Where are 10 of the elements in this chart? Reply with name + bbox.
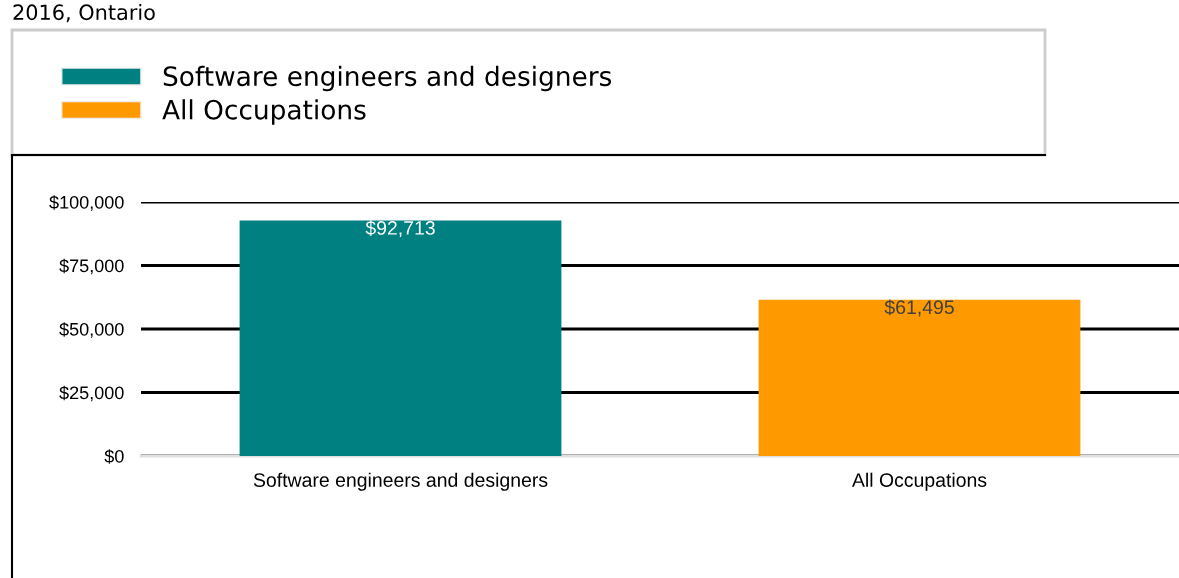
legend-label: Software engineers and designers <box>163 65 612 92</box>
y-tick-label: $25,000 <box>59 385 124 402</box>
y-tick-label: $50,000 <box>59 322 124 338</box>
legend-label: All Occupations <box>162 99 366 125</box>
y-tick-label: $75,000 <box>59 258 124 275</box>
data-label: $61,495 <box>884 299 954 317</box>
y-tick-label: $100,000 <box>49 195 124 211</box>
y-tick-label: $0 <box>104 449 124 464</box>
data-label: $92,713 <box>365 220 435 238</box>
chart-title: 2016, Ontario <box>13 4 155 23</box>
